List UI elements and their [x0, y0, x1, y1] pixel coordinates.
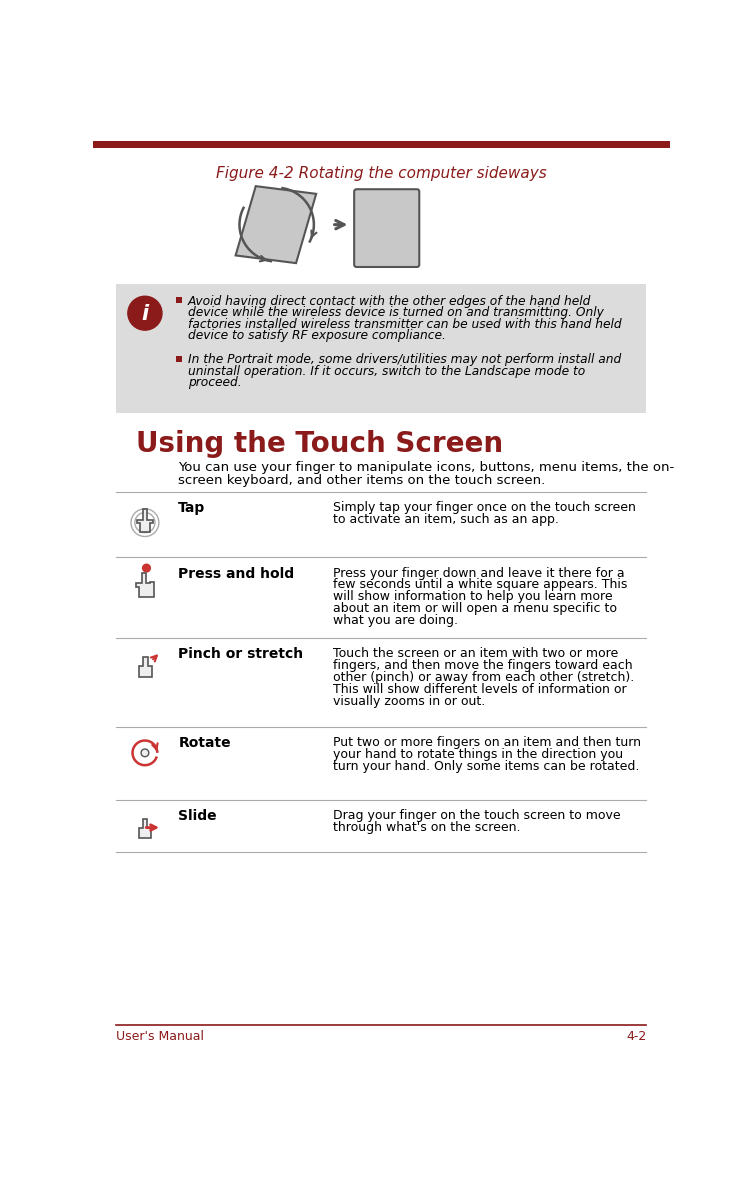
Text: other (pinch) or away from each other (stretch).: other (pinch) or away from each other (s…: [333, 671, 635, 684]
Text: proceed.: proceed.: [187, 376, 241, 389]
Text: i: i: [141, 304, 149, 324]
Text: This will show different levels of information or: This will show different levels of infor…: [333, 683, 627, 696]
Polygon shape: [137, 509, 153, 532]
Text: your hand to rotate things in the direction you: your hand to rotate things in the direct…: [333, 747, 623, 760]
Polygon shape: [135, 573, 154, 598]
Text: factories installed wireless transmitter can be used with this hand held: factories installed wireless transmitter…: [187, 318, 621, 331]
Text: Press your finger down and leave it there for a: Press your finger down and leave it ther…: [333, 567, 625, 580]
Circle shape: [128, 296, 162, 330]
Text: User's Manual: User's Manual: [116, 1030, 205, 1043]
Polygon shape: [138, 657, 152, 677]
Text: You can use your finger to manipulate icons, buttons, menu items, the on-: You can use your finger to manipulate ic…: [179, 461, 675, 474]
Text: will show information to help you learn more: will show information to help you learn …: [333, 591, 613, 604]
Bar: [176, 356, 182, 362]
Text: device to satisfy RF exposure compliance.: device to satisfy RF exposure compliance…: [187, 329, 446, 342]
Text: Using the Touch Screen: Using the Touch Screen: [135, 430, 503, 459]
Circle shape: [141, 749, 149, 757]
Bar: [93, 141, 670, 147]
Text: what you are doing.: what you are doing.: [333, 614, 458, 627]
Text: Drag your finger on the touch screen to move: Drag your finger on the touch screen to …: [333, 809, 621, 822]
Text: Press and hold: Press and hold: [179, 567, 295, 580]
Text: turn your hand. Only some items can be rotated.: turn your hand. Only some items can be r…: [333, 759, 640, 772]
Text: Slide: Slide: [179, 809, 217, 823]
FancyBboxPatch shape: [354, 189, 420, 266]
Text: Simply tap your finger once on the touch screen: Simply tap your finger once on the touch…: [333, 501, 636, 514]
Text: Rotate: Rotate: [179, 736, 231, 750]
Text: Tap: Tap: [179, 501, 205, 515]
Polygon shape: [236, 186, 316, 263]
Text: fingers, and then move the fingers toward each: fingers, and then move the fingers towar…: [333, 659, 633, 672]
Text: screen keyboard, and other items on the touch screen.: screen keyboard, and other items on the …: [179, 474, 545, 487]
Text: 4-2: 4-2: [626, 1030, 647, 1043]
Text: Put two or more fingers on an item and then turn: Put two or more fingers on an item and t…: [333, 736, 641, 749]
Text: Touch the screen or an item with two or more: Touch the screen or an item with two or …: [333, 647, 618, 660]
Text: Avoid having direct contact with the other edges of the hand held: Avoid having direct contact with the oth…: [187, 295, 591, 308]
Text: about an item or will open a menu specific to: about an item or will open a menu specif…: [333, 602, 618, 615]
Bar: [116, 284, 647, 414]
Bar: [176, 297, 182, 303]
Text: visually zooms in or out.: visually zooms in or out.: [333, 696, 486, 709]
Text: to activate an item, such as an app.: to activate an item, such as an app.: [333, 513, 559, 526]
Text: through what's on the screen.: through what's on the screen.: [333, 821, 521, 834]
Polygon shape: [138, 819, 151, 838]
Text: few seconds until a white square appears. This: few seconds until a white square appears…: [333, 579, 628, 592]
Text: Figure 4-2 Rotating the computer sideways: Figure 4-2 Rotating the computer sideway…: [216, 166, 547, 182]
Text: In the Portrait mode, some drivers/utilities may not perform install and: In the Portrait mode, some drivers/utili…: [187, 354, 620, 367]
Circle shape: [143, 565, 150, 572]
Text: Pinch or stretch: Pinch or stretch: [179, 647, 304, 661]
Text: device while the wireless device is turned on and transmitting. Only: device while the wireless device is turn…: [187, 307, 603, 320]
Text: uninstall operation. If it occurs, switch to the Landscape mode to: uninstall operation. If it occurs, switc…: [187, 364, 585, 377]
